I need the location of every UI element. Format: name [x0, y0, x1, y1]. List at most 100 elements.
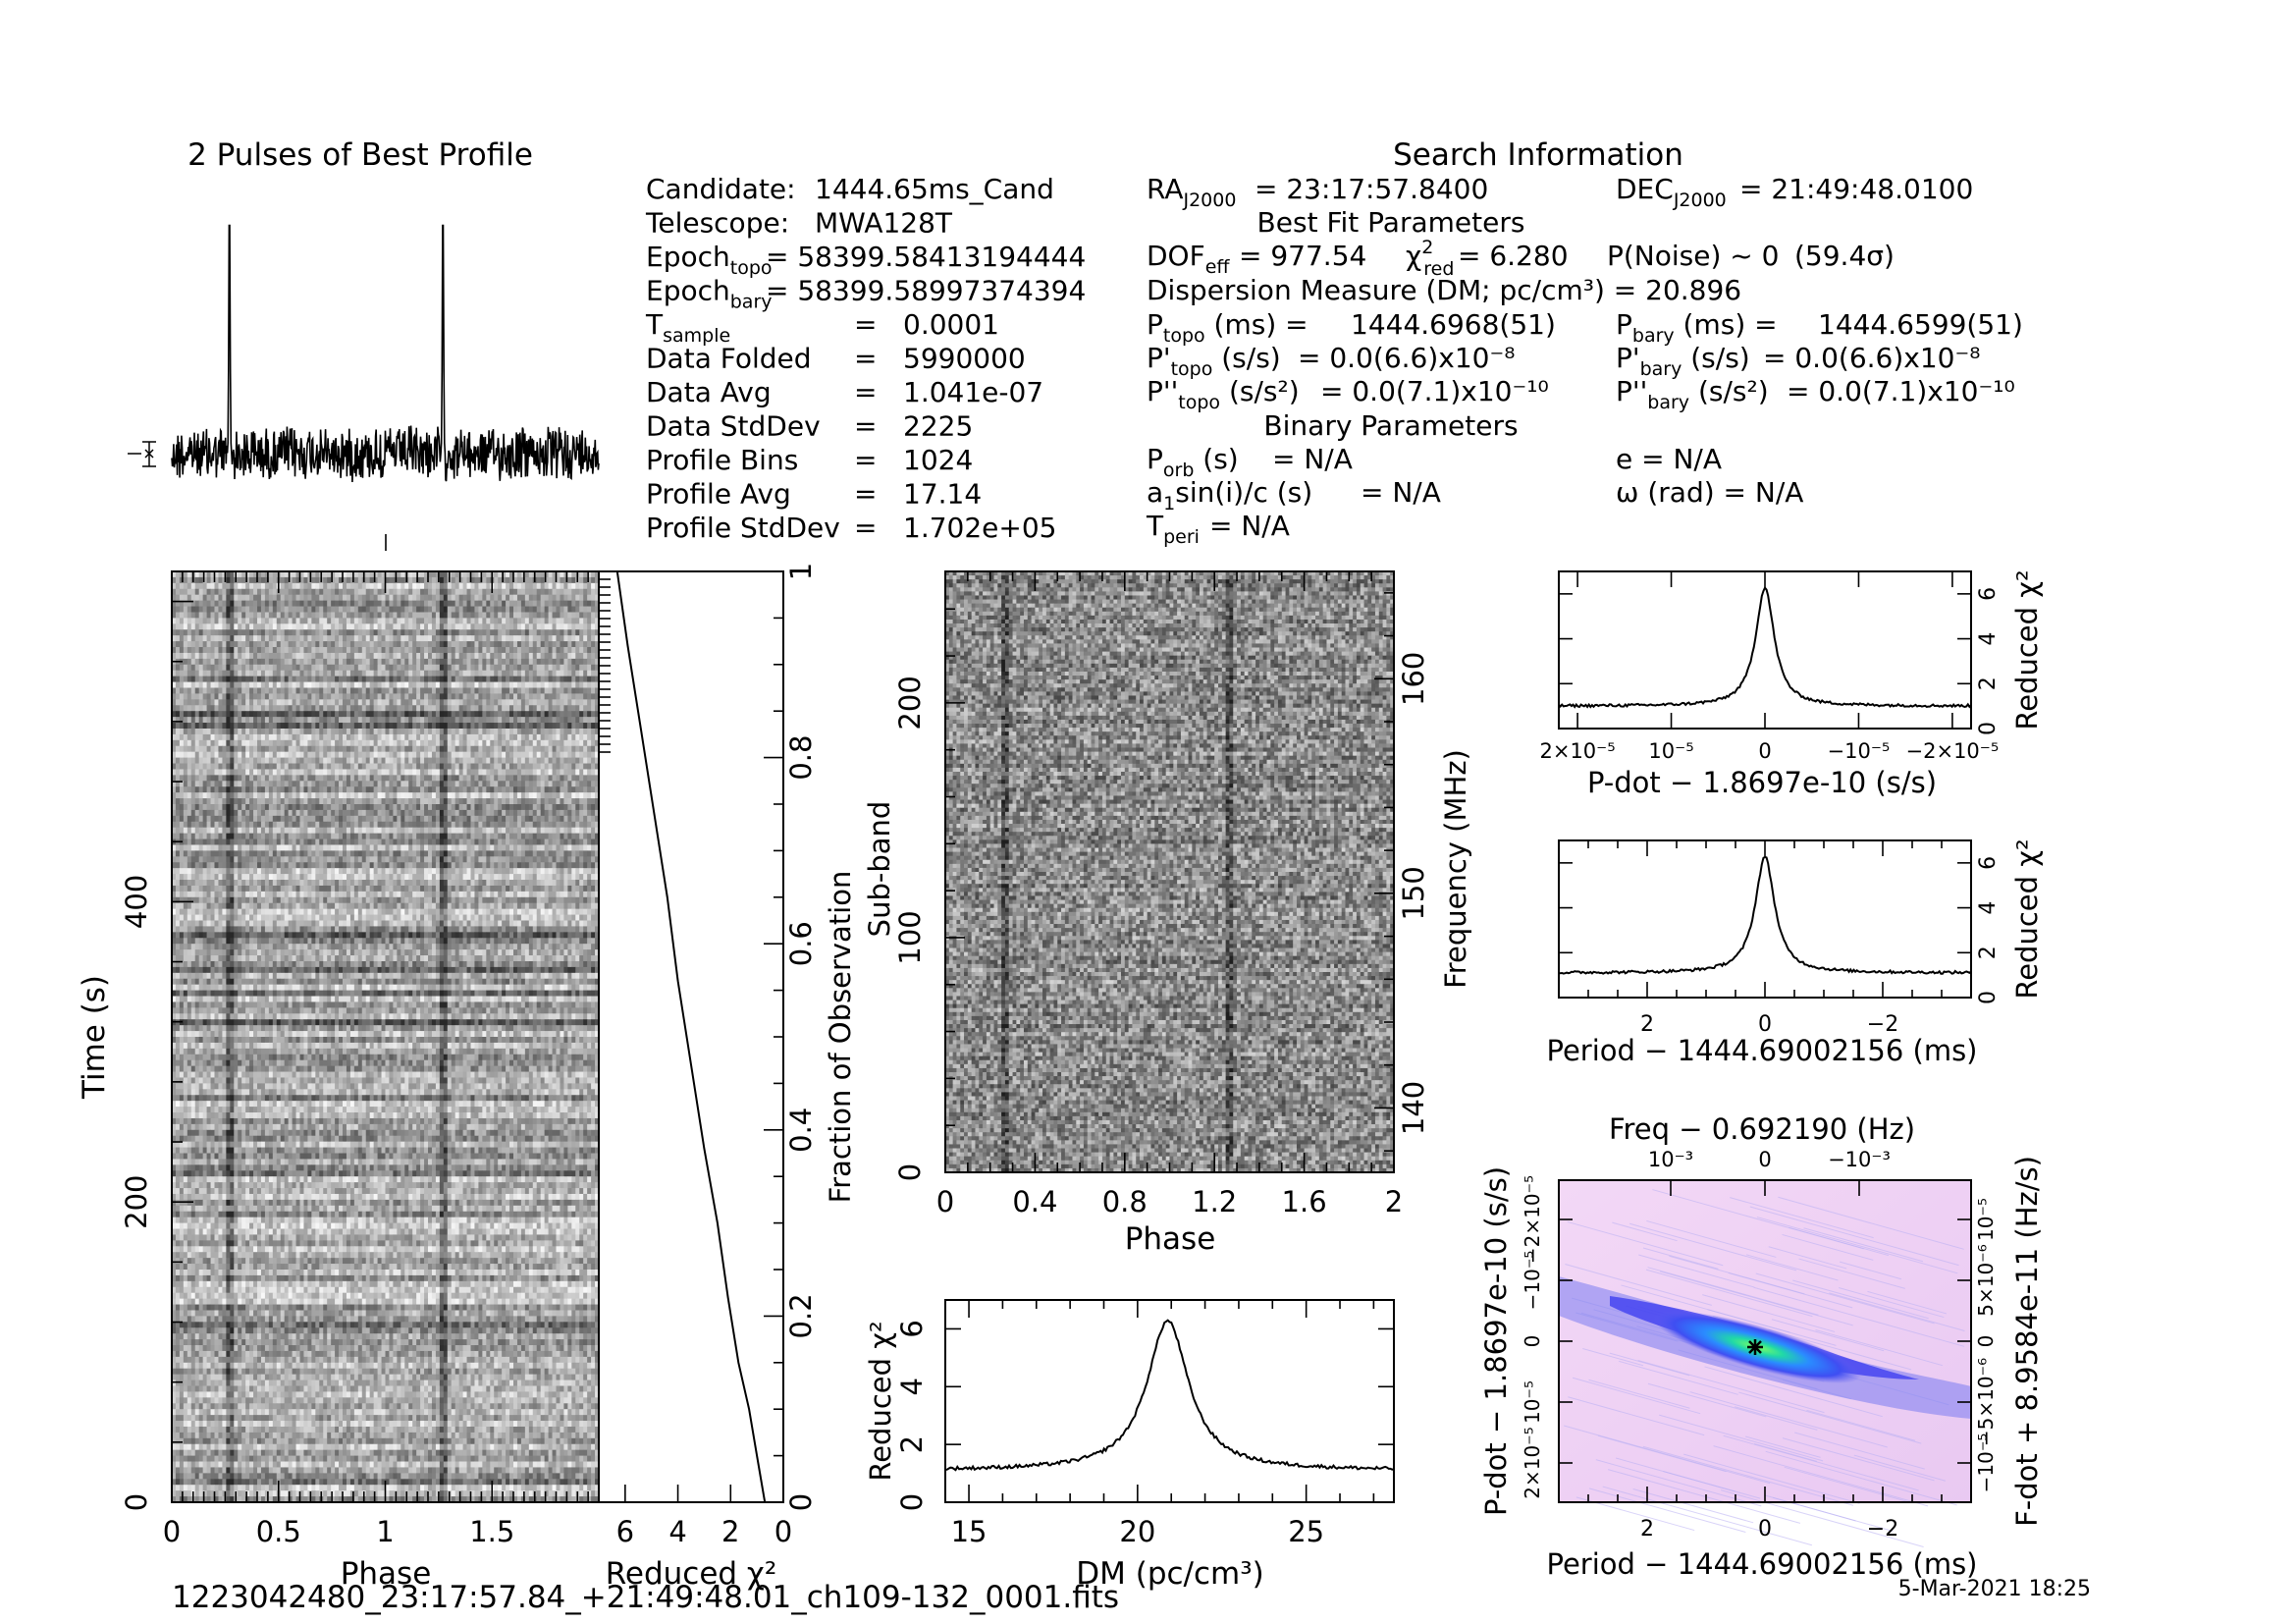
- chi2red-value: = 6.280: [1458, 240, 1569, 272]
- time-y-tick: 200: [120, 1175, 153, 1229]
- ppdot-panel: 2 0 −2−10⁻³010⁻³2×10⁻⁵10⁻⁵0−10⁻⁵−2×10⁻⁵−10…: [1479, 1112, 2044, 1581]
- pdot-x-tick: 10⁻⁵: [1648, 739, 1693, 763]
- ppdot-freq-tick: −10⁻³: [1828, 1148, 1891, 1171]
- subband-axis-label: Sub-band: [863, 801, 896, 938]
- dm-y-tick: 0: [895, 1493, 929, 1511]
- pdot-y-tick: 6: [1976, 587, 2001, 601]
- ppdot-pdot-tick: 10⁻⁵: [1521, 1380, 1544, 1424]
- info-row-label: Profile Avg: [646, 478, 791, 511]
- binary-title: Binary Parameters: [1263, 409, 1518, 442]
- ppdot-freq-tick: 0: [1758, 1148, 1771, 1171]
- ppdot-pdot-tick: 2×10⁻⁵: [1521, 1427, 1544, 1499]
- ra-value: = 23:17:57.8400: [1255, 173, 1488, 205]
- time-y-tick: 400: [120, 875, 153, 929]
- pdot-x-tick: 0: [1758, 739, 1771, 763]
- pdot-axis-label: P-dot − 1.8697e-10 (s/s): [1587, 766, 1937, 799]
- info-row-label: Profile StdDev: [646, 512, 840, 544]
- chi2-fraction-ticks: 6 4 2 000.20.40.60.81: [599, 563, 818, 1548]
- subband-x-tick: 1.2: [1192, 1185, 1237, 1218]
- ppdot-period-tick: 0: [1758, 1517, 1772, 1542]
- frequency-y-tick: 140: [1397, 1081, 1430, 1135]
- dec-value: = 21:49:48.0100: [1739, 173, 1973, 205]
- pddtopo-label: P''topo (s/s²): [1147, 375, 1300, 413]
- fraction-y-tick: 0.8: [784, 735, 818, 781]
- info-row-number: 1.702e+05: [903, 512, 1056, 544]
- dm-y-tick: 6: [895, 1320, 929, 1337]
- ppdot-pdot-label: P-dot − 1.8697e-10 (s/s): [1479, 1166, 1513, 1516]
- period-axis-label: Period − 1444.69002156 (ms): [1547, 1034, 1978, 1067]
- tperi-label: Tperi: [1146, 510, 1200, 548]
- pdot-curve: [1559, 588, 1971, 707]
- time-phase-x-tick: 1: [376, 1515, 394, 1548]
- profile-errorbar: [128, 442, 156, 466]
- info-row-label: Data StdDev: [646, 410, 821, 443]
- subband-x-tick: 0: [936, 1185, 954, 1218]
- ra-label: RAJ2000: [1147, 173, 1236, 211]
- profile-line: [172, 226, 599, 482]
- pddbary-label: P''bary (s/s²): [1616, 375, 1769, 413]
- info-row-label: Data Avg: [646, 376, 772, 408]
- ppdot-pdot-tick: −2×10⁻⁵: [1521, 1175, 1544, 1264]
- pdbary-value: = 0.0(6.6)x10⁻⁸: [1763, 342, 1980, 374]
- subband-x-tick: 0.4: [1012, 1185, 1057, 1218]
- info-row-value: MWA128T: [815, 207, 953, 240]
- tperi-value: = N/A: [1209, 510, 1290, 542]
- info-block: Search Information Candidate: 1444.65ms_C…: [645, 137, 2023, 548]
- ppdot-fdot-tick: 5×10⁻⁶: [1974, 1244, 1998, 1317]
- period-y-tick: 4: [1976, 901, 2001, 915]
- profile-panel: [128, 226, 599, 551]
- subband-x-tick: 2: [1385, 1185, 1403, 1218]
- info-row-label: Epochbary: [646, 275, 773, 313]
- chi2-fraction-line: [617, 571, 765, 1502]
- info-row-number: 5990000: [903, 343, 1026, 375]
- info-row-label: Telescope:: [645, 207, 789, 240]
- dm-x-tick: 15: [951, 1515, 988, 1548]
- best-fit-marker: [1747, 1339, 1763, 1355]
- dm-x-tick: 20: [1119, 1515, 1155, 1548]
- info-row-number: 0.0001: [903, 308, 999, 341]
- time-phase-x-tick: 0.5: [256, 1515, 301, 1548]
- info-row-label: Candidate:: [646, 173, 796, 205]
- subband-y-tick: 100: [893, 910, 927, 964]
- ppdot-period-tick: 2: [1640, 1517, 1654, 1542]
- time-phase-x-tick: 1.5: [469, 1515, 514, 1548]
- period-y-tick: 6: [1976, 856, 2001, 870]
- dof-value: = 977.54: [1239, 240, 1366, 272]
- ppdot-fdot-tick: 10⁻⁵: [1974, 1198, 1998, 1241]
- chi2-x-tick: 6: [616, 1515, 634, 1548]
- fraction-y-tick: 1: [784, 563, 818, 580]
- chi2-fraction-panel: 6 4 2 000.20.40.60.81 Reduced χ² Fraction o…: [599, 563, 857, 1592]
- porb-value: = N/A: [1272, 443, 1353, 475]
- ptopo-value: 1444.6968(51): [1351, 308, 1556, 341]
- subband-phase-label: Phase: [1125, 1221, 1216, 1257]
- chi2-x-tick: 0: [774, 1515, 792, 1548]
- dm-curve: [945, 1321, 1394, 1471]
- dec-label: DECJ2000: [1616, 173, 1727, 211]
- subband-y-tick: 200: [893, 676, 927, 730]
- info-row-value: =: [854, 410, 877, 443]
- info-row-number: 1024: [903, 444, 973, 476]
- info-row-label: Tsample: [645, 308, 730, 347]
- ppdot-pdot-tick: 0: [1521, 1335, 1544, 1348]
- frequency-y-tick: 150: [1397, 866, 1430, 920]
- plot-date: 5-Mar-2021 18:25: [1898, 1577, 2091, 1601]
- best-fit-title: Best Fit Parameters: [1257, 206, 1525, 239]
- dm-y-tick: 2: [895, 1435, 929, 1453]
- pbary-value: 1444.6599(51): [1818, 308, 2023, 341]
- search-info-title: Search Information: [1393, 137, 1683, 173]
- fraction-y-tick: 0.2: [784, 1293, 818, 1338]
- period-y-tick: 2: [1976, 946, 2001, 959]
- dm-chi2-label: Reduced χ²: [864, 1321, 897, 1481]
- asini-value: = N/A: [1361, 476, 1441, 509]
- omega: ω (rad) = N/A: [1616, 476, 1803, 509]
- info-row-value: =: [854, 376, 877, 408]
- sigma: (59.4σ): [1794, 240, 1895, 272]
- info-row-number: 17.14: [903, 478, 982, 511]
- pdot-y-tick: 0: [1976, 722, 2001, 735]
- info-row-number: 1.041e-07: [903, 376, 1043, 408]
